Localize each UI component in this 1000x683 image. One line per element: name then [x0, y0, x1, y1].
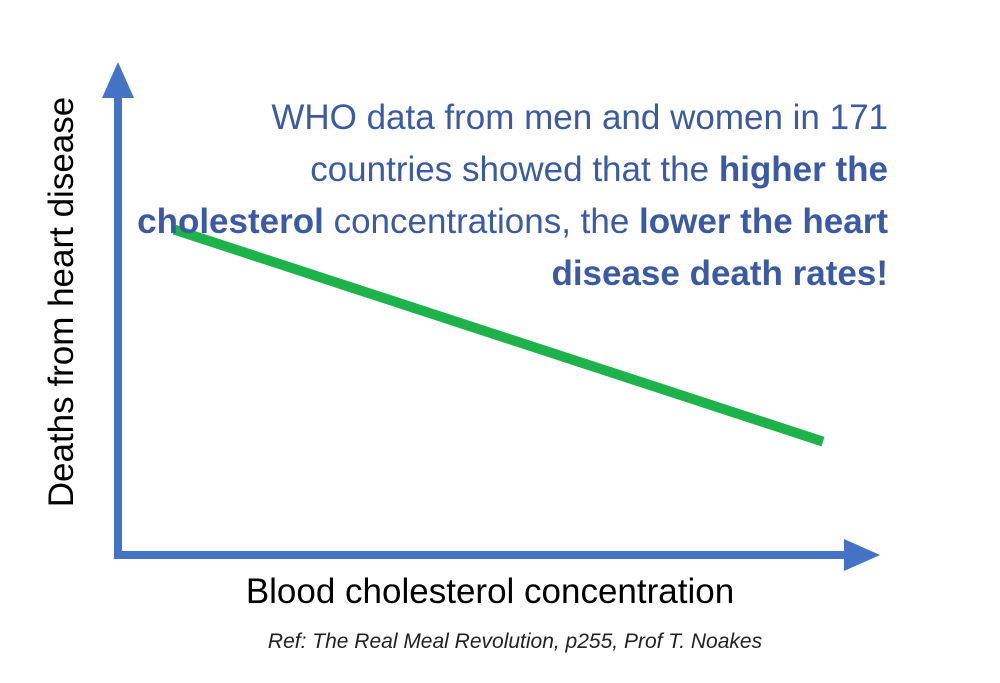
annotation-segment-3: concentrations, the	[323, 202, 640, 241]
y-axis-arrowhead	[102, 62, 134, 98]
reference-note: Ref: The Real Meal Revolution, p255, Pro…	[267, 630, 763, 653]
y-axis-label: Deaths from heart disease	[42, 96, 81, 508]
axes	[102, 62, 880, 571]
x-axis-label: Blood cholesterol concentration	[245, 572, 735, 611]
series-layer	[172, 224, 825, 447]
annotation-segment-4: lower the heart disease death rates!	[551, 202, 888, 293]
trend-line-series-1	[172, 224, 825, 447]
annotation-segment-2: higher the cholesterol	[137, 150, 888, 241]
annotation-segment-1: WHO data from men and women in 171 count…	[271, 98, 888, 189]
annotation-text: WHO data from men and women in 171 count…	[120, 92, 888, 300]
x-axis-arrowhead	[844, 539, 880, 571]
